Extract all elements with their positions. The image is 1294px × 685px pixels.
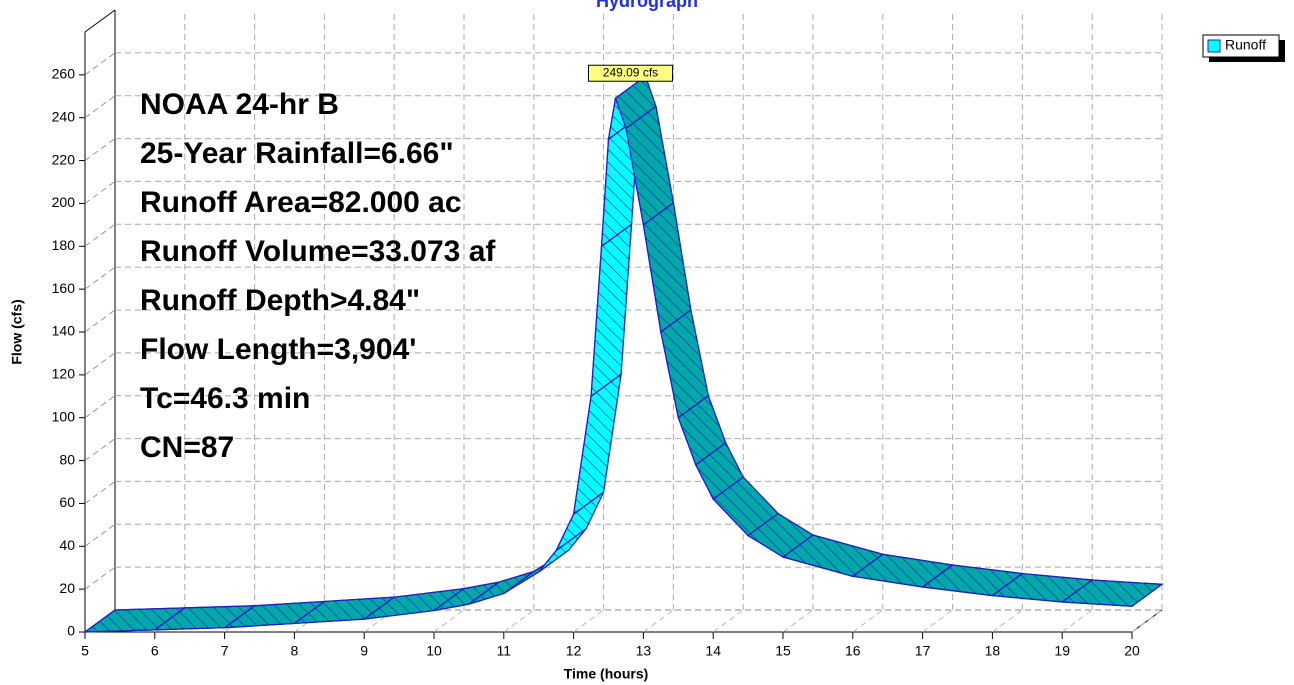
grid-line — [992, 609, 1023, 633]
annotation: Runoff Depth>4.84" — [140, 284, 420, 317]
grid-line — [503, 609, 535, 633]
x-tick-label: 8 — [291, 643, 299, 659]
chart-title: Hydrograph — [596, 0, 698, 11]
x-tick-label: 16 — [845, 643, 861, 659]
x-tick-label: 7 — [221, 643, 229, 659]
grid-line — [84, 309, 116, 333]
grid-line — [1061, 609, 1093, 633]
x-tick-label: 10 — [426, 643, 442, 659]
plot-area: 249.09 cfs — [83, 64, 1164, 633]
x-tick-label: 17 — [915, 643, 931, 659]
grid-line — [84, 138, 116, 161]
x-axis-title: Time (hours) — [564, 666, 649, 682]
grid-line — [84, 352, 116, 376]
x-tick-label: 15 — [775, 643, 791, 659]
annotation: Flow Length=3,904' — [140, 333, 416, 366]
annotation: NOAA 24-hr B — [140, 88, 339, 121]
grid-line — [782, 609, 814, 633]
x-tick-label: 9 — [360, 643, 368, 659]
legend-label: Runoff — [1225, 37, 1266, 53]
grid-line — [433, 609, 465, 633]
y-tick-label: 60 — [59, 494, 75, 510]
x-tick-label: 18 — [985, 643, 1001, 659]
grid-line — [84, 566, 116, 590]
grid-line — [84, 523, 116, 547]
grid-line — [84, 395, 116, 419]
x-tick-label: 14 — [705, 643, 721, 659]
y-tick-label: 0 — [67, 623, 75, 639]
y-tick-label: 140 — [52, 323, 76, 339]
grid-line — [922, 609, 953, 633]
y-tick-label: 40 — [59, 537, 75, 553]
y-tick-label: 20 — [59, 580, 75, 596]
runoff-hatch — [590, 223, 633, 398]
grid-line — [84, 481, 116, 504]
value-label-box — [587, 64, 673, 82]
grid-line — [84, 52, 116, 76]
axis-line — [84, 9, 116, 33]
legend-box — [1202, 34, 1280, 58]
grid-line — [643, 609, 674, 633]
grid: 0 20 40 60 80 100 120 140 160 180 200 220 240 260 5 6 7 8… — [52, 9, 1163, 659]
runoff-hatch — [642, 201, 692, 334]
x-tick-label: 13 — [636, 643, 652, 659]
grid-line — [852, 609, 884, 633]
annotation: Tc=46.3 min — [140, 382, 310, 415]
runoff-hatch — [538, 528, 587, 573]
annotation: Runoff Area=82.000 ac — [140, 186, 462, 219]
grid-line — [84, 181, 116, 204]
y-tick-label: 180 — [52, 237, 76, 253]
grid-line — [1131, 609, 1163, 633]
grid-line — [84, 266, 116, 290]
y-tick-label: 120 — [52, 366, 76, 382]
annotations: NOAA 24-hr B 25-Year Rainfall=6.66" Runoff… — [140, 88, 496, 464]
y-tick-label: 100 — [52, 408, 76, 424]
x-tick-label: 19 — [1054, 643, 1070, 659]
annotation: 25-Year Rainfall=6.66" — [140, 137, 454, 170]
grid-line — [712, 609, 744, 633]
grid-line — [84, 438, 116, 461]
value-label: 249.09 cfs — [603, 65, 658, 79]
grid-line — [84, 95, 116, 119]
y-tick-label: 240 — [52, 108, 76, 124]
y-tick-label: 160 — [52, 280, 76, 296]
annotation: Runoff Volume=33.073 af — [140, 235, 496, 268]
grid-line — [84, 223, 116, 247]
x-tick-label: 11 — [497, 643, 512, 659]
y-tick-label: 260 — [52, 66, 76, 82]
runoff-hatch — [1060, 579, 1164, 607]
y-tick-label: 200 — [52, 194, 76, 210]
x-tick-label: 20 — [1124, 643, 1140, 659]
legend-swatch — [1207, 39, 1221, 53]
y-tick-label: 80 — [59, 451, 75, 467]
legend: Runoff — [1202, 34, 1285, 62]
grid-line — [573, 609, 604, 633]
x-tick-label: 6 — [151, 643, 159, 659]
annotation: CN=87 — [140, 431, 234, 464]
y-axis-title: Flow (cfs) — [9, 299, 25, 364]
y-tick-label: 220 — [52, 151, 76, 167]
x-tick-label: 5 — [81, 643, 89, 659]
x-tick-label: 12 — [566, 643, 582, 659]
